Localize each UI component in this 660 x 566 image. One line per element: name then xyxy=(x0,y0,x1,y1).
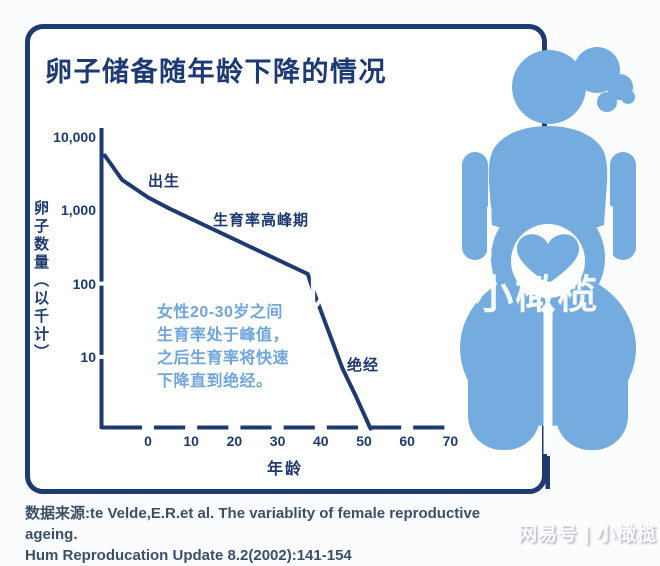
x-tick-70: 70 xyxy=(442,433,459,449)
right-armpit-gap xyxy=(608,206,613,258)
card-border-segment xyxy=(545,456,550,489)
left-arm xyxy=(462,152,488,260)
left-leg xyxy=(468,310,540,450)
annotation-peak-fertility: 生育率高峰期 xyxy=(213,212,310,229)
chart-card xyxy=(25,24,547,494)
right-arm xyxy=(610,152,636,260)
annotation-birth: 出生 xyxy=(148,173,181,190)
x-axis-label: 年龄 xyxy=(266,461,303,478)
page-title: 卵子储备随年龄下降的情况 xyxy=(45,57,387,87)
x-tick-0: 0 xyxy=(144,433,152,449)
ponytail-end xyxy=(621,90,635,104)
x-tick-40: 40 xyxy=(313,433,329,449)
source-line-1: 数据来源:te Velde,E.R.et al. The variablity … xyxy=(25,505,481,543)
x-tick-20: 20 xyxy=(226,433,243,449)
leg-gap xyxy=(543,306,553,454)
y-tick-10: 10 xyxy=(80,348,96,365)
y-tick-100: 100 xyxy=(72,275,96,292)
x-tick-50: 50 xyxy=(356,433,372,449)
x-tick-60: 60 xyxy=(399,433,415,449)
torso xyxy=(488,126,608,235)
egg-reserve-curve xyxy=(102,153,373,431)
x-tick-30: 30 xyxy=(269,433,286,449)
pregnant-woman-figure xyxy=(460,47,636,489)
annotation-menopause: 绝经 xyxy=(347,357,380,374)
right-leg xyxy=(556,310,628,450)
corner-watermark: 网易号 | 小橄榄 xyxy=(518,524,657,545)
fertility-note: 女性20-30岁之间 生育率处于峰值， 之后生育率将快速 下降直到绝经。 xyxy=(157,304,290,390)
y-tick-10000: 10,000 xyxy=(53,129,96,145)
center-watermark: 网易号 | 小橄榄 xyxy=(308,273,600,317)
left-armpit-gap xyxy=(487,206,492,258)
heart-icon xyxy=(516,234,580,284)
head xyxy=(512,50,586,124)
x-tick-10: 10 xyxy=(183,433,199,449)
source-line-2: Hum Reproducation Update 8.2(2002):141-1… xyxy=(25,547,352,564)
ponytail-tip xyxy=(597,92,617,112)
y-axis-label: 卵子数量（以千计） xyxy=(32,200,49,362)
y-tick-1000: 1,000 xyxy=(60,202,96,219)
